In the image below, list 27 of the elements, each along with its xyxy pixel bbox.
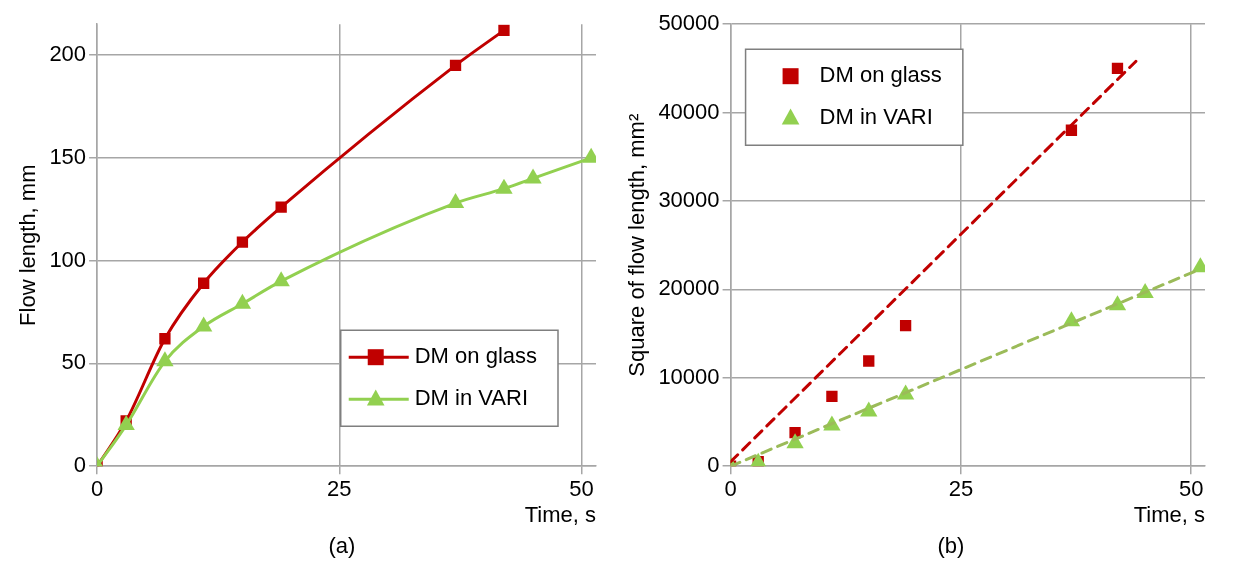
y-tick-label: 50000 [658,10,720,36]
x-axis-title: Time, s [1133,501,1205,527]
text: (a) [327,533,357,559]
y-tick-label: 100 [49,246,87,272]
y-tick-label: 20000 [658,275,720,301]
y-tick-label: 150 [49,143,87,169]
x-tick-label: 0 [724,476,737,502]
x-tick-label: 25 [948,476,974,502]
y-tick-label: 50 [61,349,87,375]
y-tick-label: 0 [707,452,720,478]
y-axis-title: Flow length, mm [15,164,41,326]
x-tick-label: 50 [569,476,594,502]
legend-label: DM on glass [414,343,538,369]
y-tick-label: 30000 [658,187,720,213]
legend-label: DM on glass [819,62,942,88]
x-tick-label: 25 [327,476,352,502]
text: (b) [936,533,966,559]
x-tick-label: 0 [90,476,104,502]
y-axis-title: Square of flow length, mm² [624,113,650,377]
x-tick-label: 50 [1178,476,1204,502]
y-tick-label: 0 [73,452,87,478]
legend-label: DM in VARI [819,104,933,130]
y-tick-label: 200 [49,41,87,67]
x-axis-title: Time, s [524,501,596,527]
y-tick-label: 40000 [658,98,720,124]
y-tick-label: 10000 [658,363,720,389]
legend-label: DM in VARI [414,385,529,411]
